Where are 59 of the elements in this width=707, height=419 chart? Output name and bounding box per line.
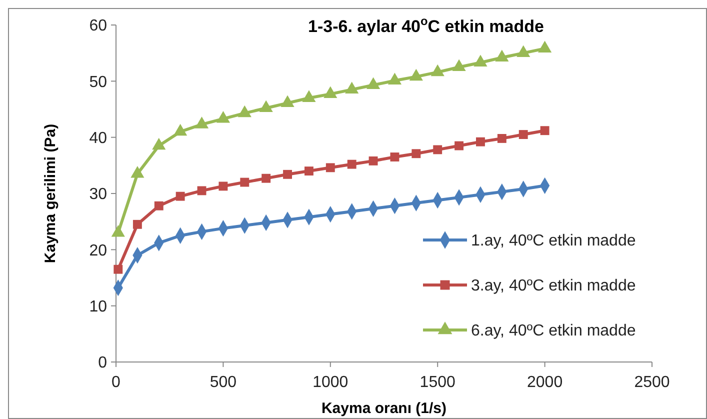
point bbox=[474, 54, 488, 67]
point bbox=[476, 137, 485, 146]
point bbox=[240, 178, 250, 187]
point bbox=[495, 50, 509, 62]
point bbox=[430, 64, 444, 76]
point bbox=[390, 152, 400, 162]
point bbox=[412, 149, 421, 158]
x-tick-label: 0 bbox=[112, 374, 121, 391]
x-tick-label: 1500 bbox=[420, 374, 456, 391]
point bbox=[152, 138, 166, 150]
chart-title: 1-3-6. aylar 40$^{o}$C etkin madde bbox=[308, 14, 544, 36]
point bbox=[368, 156, 378, 166]
point bbox=[452, 59, 466, 72]
point bbox=[324, 86, 338, 98]
point bbox=[174, 124, 188, 136]
point bbox=[216, 110, 230, 123]
x-tick-label: 2500 bbox=[634, 374, 670, 391]
point bbox=[238, 105, 252, 118]
y-tick-label: 60 bbox=[89, 18, 108, 35]
y-axis-title: Kayma gerilimi (Pa) bbox=[42, 124, 59, 264]
point bbox=[283, 170, 292, 179]
legend-label: 1.ay, 40ºC etkin madde bbox=[471, 232, 636, 250]
point bbox=[304, 166, 314, 176]
point bbox=[518, 130, 528, 139]
y-tick-label: 40 bbox=[89, 130, 108, 147]
point bbox=[433, 145, 442, 154]
point bbox=[388, 72, 402, 85]
y-tick-label: 50 bbox=[89, 74, 108, 91]
point bbox=[132, 220, 142, 229]
y-tick-label: 10 bbox=[89, 298, 108, 316]
x-tick-label: 2000 bbox=[527, 374, 563, 391]
y-tick-label: 30 bbox=[89, 186, 108, 204]
point bbox=[516, 45, 530, 58]
point bbox=[259, 100, 273, 112]
y-tick-label: 20 bbox=[89, 242, 108, 260]
x-tick-label: 1000 bbox=[312, 374, 348, 391]
point bbox=[497, 134, 506, 143]
point bbox=[345, 82, 359, 94]
point bbox=[366, 77, 380, 90]
point bbox=[540, 126, 550, 136]
point bbox=[280, 95, 294, 107]
point bbox=[538, 40, 552, 53]
point bbox=[176, 192, 185, 201]
point bbox=[302, 90, 316, 102]
y-tick-label: 0 bbox=[98, 354, 108, 372]
point bbox=[347, 160, 356, 169]
point bbox=[454, 141, 464, 150]
point bbox=[218, 182, 228, 191]
point bbox=[114, 264, 123, 274]
legend-label: 6.ay, 40ºC etkin madde bbox=[471, 322, 636, 340]
point bbox=[197, 186, 206, 196]
point bbox=[154, 201, 164, 210]
point bbox=[194, 116, 209, 128]
point bbox=[326, 163, 335, 172]
legend-label: 3.ay, 40ºC etkin madde bbox=[471, 278, 636, 295]
x-tick-label: 500 bbox=[210, 374, 237, 391]
point bbox=[262, 174, 271, 183]
point bbox=[409, 68, 423, 81]
x-axis-title: Kayma oranı (1/s) bbox=[321, 400, 447, 417]
